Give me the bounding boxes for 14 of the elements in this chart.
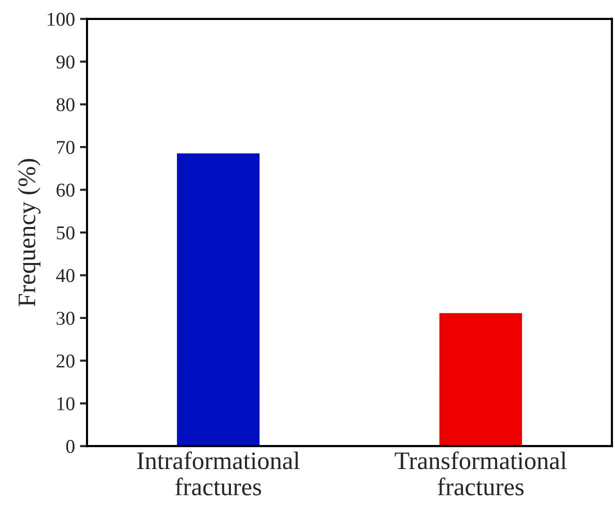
y-tick-label: 20	[56, 354, 74, 368]
y-tick-label: 90	[56, 55, 74, 69]
y-tick-label: 40	[56, 269, 74, 282]
y-tick-label: 50	[56, 226, 74, 240]
y-tick-label: 100	[48, 12, 74, 26]
y-axis-title: Frequency (%)	[18, 158, 40, 306]
y-tick-label: 30	[56, 312, 74, 325]
y-tick-label: 60	[56, 184, 74, 197]
y-tick-label: 10	[57, 397, 74, 410]
x-tick-label: Intraformational fractures	[137, 451, 300, 496]
y-tick-label: 70	[57, 140, 74, 154]
x-tick-label: Transformational fractures	[394, 451, 567, 496]
y-tick-label: 0	[66, 440, 74, 454]
y-tick-label: 80	[56, 98, 74, 112]
